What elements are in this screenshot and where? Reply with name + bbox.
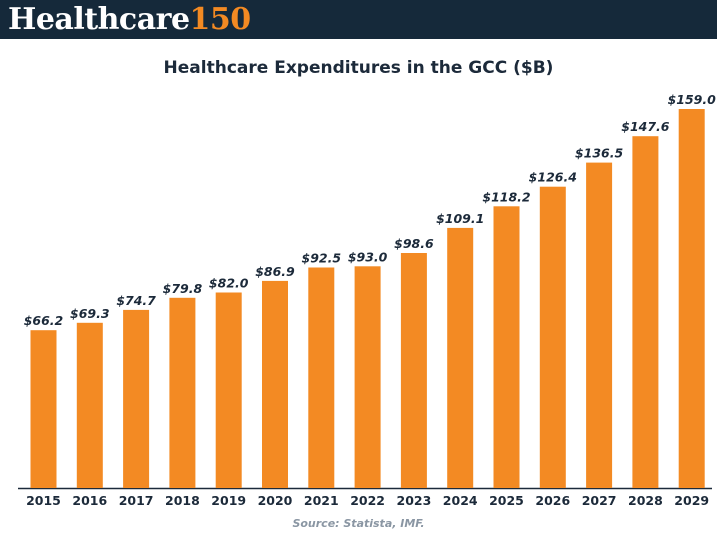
bar-2023 — [400, 253, 427, 488]
x-tick-label-2023: 2023 — [397, 493, 432, 508]
source-note: Source: Statista, IMF. — [292, 517, 425, 530]
data-label-2026: $126.4 — [529, 170, 577, 185]
x-tick-label-2019: 2019 — [211, 493, 246, 508]
x-tick-label-2025: 2025 — [489, 493, 524, 508]
brand-logo-accent: 150 — [189, 2, 252, 37]
data-label-2021: $92.5 — [302, 251, 342, 266]
x-tick-label-2015: 2015 — [26, 493, 61, 508]
bar-2017 — [123, 309, 150, 488]
bar-2021 — [308, 267, 335, 488]
data-label-2029: $159.0 — [668, 92, 717, 107]
bar-2027 — [586, 162, 613, 488]
bar-2025 — [493, 206, 520, 489]
bar-2016 — [76, 322, 103, 488]
brand-header: Healthcare150 — [0, 0, 717, 39]
chart-title: Healthcare Expenditures in the GCC ($B) — [163, 58, 554, 78]
data-label-2017: $74.7 — [116, 293, 156, 308]
x-tick-label-2028: 2028 — [628, 493, 663, 508]
bar-2022 — [354, 266, 381, 488]
x-tick-label-2016: 2016 — [72, 493, 107, 508]
bar-2029 — [678, 109, 705, 488]
data-label-2023: $98.6 — [394, 236, 434, 251]
x-tick-label-2017: 2017 — [119, 493, 154, 508]
bar-2020 — [262, 280, 288, 488]
bar-2018 — [169, 297, 196, 488]
x-tick-label-2020: 2020 — [258, 493, 293, 508]
x-tick-label-2022: 2022 — [350, 493, 385, 508]
x-tick-label-2024: 2024 — [443, 493, 478, 508]
x-tick-label-2027: 2027 — [582, 493, 617, 508]
bar-2028 — [632, 136, 659, 488]
data-label-2028: $147.6 — [621, 119, 670, 134]
x-tick-label-2018: 2018 — [165, 493, 200, 508]
data-label-2020: $86.9 — [255, 264, 295, 279]
brand-logo-main: Healthcare — [8, 2, 190, 37]
brand-logo: Healthcare150 — [8, 0, 251, 39]
data-label-2019: $82.0 — [209, 276, 249, 291]
x-tick-label-2026: 2026 — [535, 493, 570, 508]
data-label-2022: $93.0 — [348, 249, 388, 264]
x-tick-label-2021: 2021 — [304, 493, 339, 508]
bar-2015 — [30, 330, 57, 488]
data-label-2016: $69.3 — [70, 306, 110, 321]
bar-2024 — [447, 227, 474, 488]
data-label-2024: $109.1 — [436, 211, 484, 226]
data-label-2015: $66.2 — [24, 313, 64, 328]
x-tick-label-2029: 2029 — [674, 493, 709, 508]
data-label-2027: $136.5 — [575, 146, 624, 161]
bar-2019 — [215, 292, 242, 488]
bar-2026 — [539, 186, 566, 488]
data-label-2025: $118.2 — [482, 189, 530, 204]
data-label-2018: $79.8 — [163, 281, 203, 296]
